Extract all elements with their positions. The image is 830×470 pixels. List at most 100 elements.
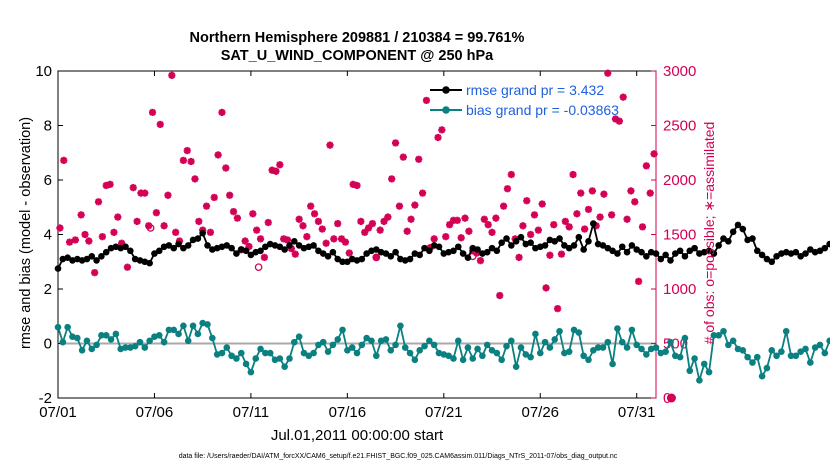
bias-point — [816, 341, 824, 349]
bias-point — [194, 330, 202, 338]
bias-point — [594, 344, 602, 351]
bias-point — [136, 338, 144, 346]
obs-assimilated-marker — [357, 217, 365, 226]
rmse-point — [228, 244, 235, 252]
rmse-point — [773, 252, 780, 260]
obs-assimilated-marker — [399, 153, 407, 161]
rmse-point — [64, 254, 71, 261]
bias-point — [175, 330, 182, 338]
bias-point — [826, 337, 830, 345]
rmse-point — [382, 250, 390, 257]
rmse-point — [517, 233, 525, 241]
obs-assimilated-marker — [172, 228, 180, 236]
x-tick-label: 07/11 — [233, 404, 269, 421]
obs-assimilated-marker — [635, 277, 643, 285]
obs-possible-marker — [372, 253, 381, 262]
rmse-point — [734, 221, 742, 229]
rmse-point — [797, 252, 804, 260]
obs-assimilated-marker — [530, 211, 539, 219]
obs-assimilated-marker — [229, 208, 238, 216]
bias-point — [416, 347, 423, 354]
obs-assimilated-marker — [98, 233, 106, 241]
bias-point — [348, 344, 356, 351]
bias-point — [488, 347, 496, 354]
obs-assimilated-marker — [160, 222, 168, 230]
obs-assimilated-marker — [638, 223, 647, 231]
obs-assimilated-marker — [106, 180, 114, 188]
rmse-point — [421, 244, 428, 252]
obs-assimilated-marker — [604, 69, 612, 77]
obs-assimilated-marker — [222, 164, 230, 172]
bias-point — [204, 321, 211, 328]
rmse-point — [387, 252, 395, 260]
obs-assimilated-marker — [388, 175, 396, 183]
obs-assimilated-marker — [253, 226, 261, 234]
obs-assimilated-marker — [310, 210, 319, 218]
obs-assimilated-marker — [60, 156, 68, 164]
bias-point — [729, 337, 737, 345]
obs-assimilated-marker — [488, 228, 496, 236]
rmse-point — [671, 250, 679, 257]
obs-assimilated-marker — [403, 227, 411, 235]
rmse-point — [102, 248, 110, 256]
bias-point — [262, 349, 269, 357]
legend-rmse-label: rmse grand pr = 3.432 — [466, 82, 604, 98]
rmse-point — [416, 251, 423, 259]
obs-assimilated-marker — [557, 250, 566, 258]
obs-assimilated-marker — [260, 253, 269, 261]
rmse-point — [561, 242, 568, 249]
bias-point — [618, 338, 626, 346]
bias-point — [508, 337, 515, 345]
bias-point — [247, 368, 255, 376]
bias-point — [401, 344, 409, 351]
rmse-point — [310, 242, 317, 249]
obs-assimilated-marker — [554, 305, 562, 313]
obs-assimilated-marker — [299, 222, 307, 230]
rmse-point — [652, 250, 660, 257]
bias-point — [725, 341, 732, 349]
rmse-point — [257, 247, 264, 255]
bias-point — [155, 332, 163, 339]
bias-point — [590, 347, 597, 354]
bias-point — [681, 334, 689, 342]
obs-assimilated-marker — [187, 157, 195, 166]
rmse-point — [691, 244, 698, 252]
rmse-point — [483, 248, 491, 256]
obs-assimilated-marker — [368, 220, 377, 228]
rmse-point — [223, 242, 231, 249]
legend-bias-label: bias grand pr = -0.03863 — [466, 102, 619, 118]
bias-point — [218, 349, 226, 357]
obs-assimilated-marker — [226, 191, 234, 199]
rmse-point — [329, 248, 337, 256]
rmse-point — [749, 235, 756, 242]
y2-tick-label: 1500 — [663, 227, 696, 244]
obs-assimilated-marker — [56, 224, 64, 232]
bias-point — [512, 363, 520, 370]
rmse-point — [710, 250, 718, 257]
rmse-point — [339, 258, 346, 266]
y-tick-label: 6 — [44, 172, 52, 189]
bias-point — [426, 337, 433, 345]
bias-point — [344, 347, 351, 354]
bias-point — [353, 349, 361, 357]
rmse-point — [233, 250, 240, 257]
obs-assimilated-marker — [372, 253, 380, 261]
obs-assimilated-marker — [480, 215, 488, 223]
obs-assimilated-marker — [94, 198, 103, 206]
bias-point — [517, 344, 525, 351]
bias-point — [807, 359, 814, 366]
bias-point — [291, 338, 298, 346]
bias-point — [228, 352, 235, 360]
rmse-point — [657, 255, 665, 263]
obs-assimilated-marker — [650, 150, 658, 158]
rmse-point — [165, 242, 173, 249]
obs-assimilated-marker — [608, 211, 616, 219]
y2-tick-label: 2500 — [663, 118, 696, 135]
rmse-point — [527, 239, 534, 246]
rmse-point — [556, 235, 563, 242]
rmse-point — [344, 258, 351, 266]
bias-point — [450, 355, 457, 362]
rmse-point — [686, 247, 694, 255]
rmse-point — [575, 233, 583, 241]
rmse-point — [98, 252, 105, 260]
